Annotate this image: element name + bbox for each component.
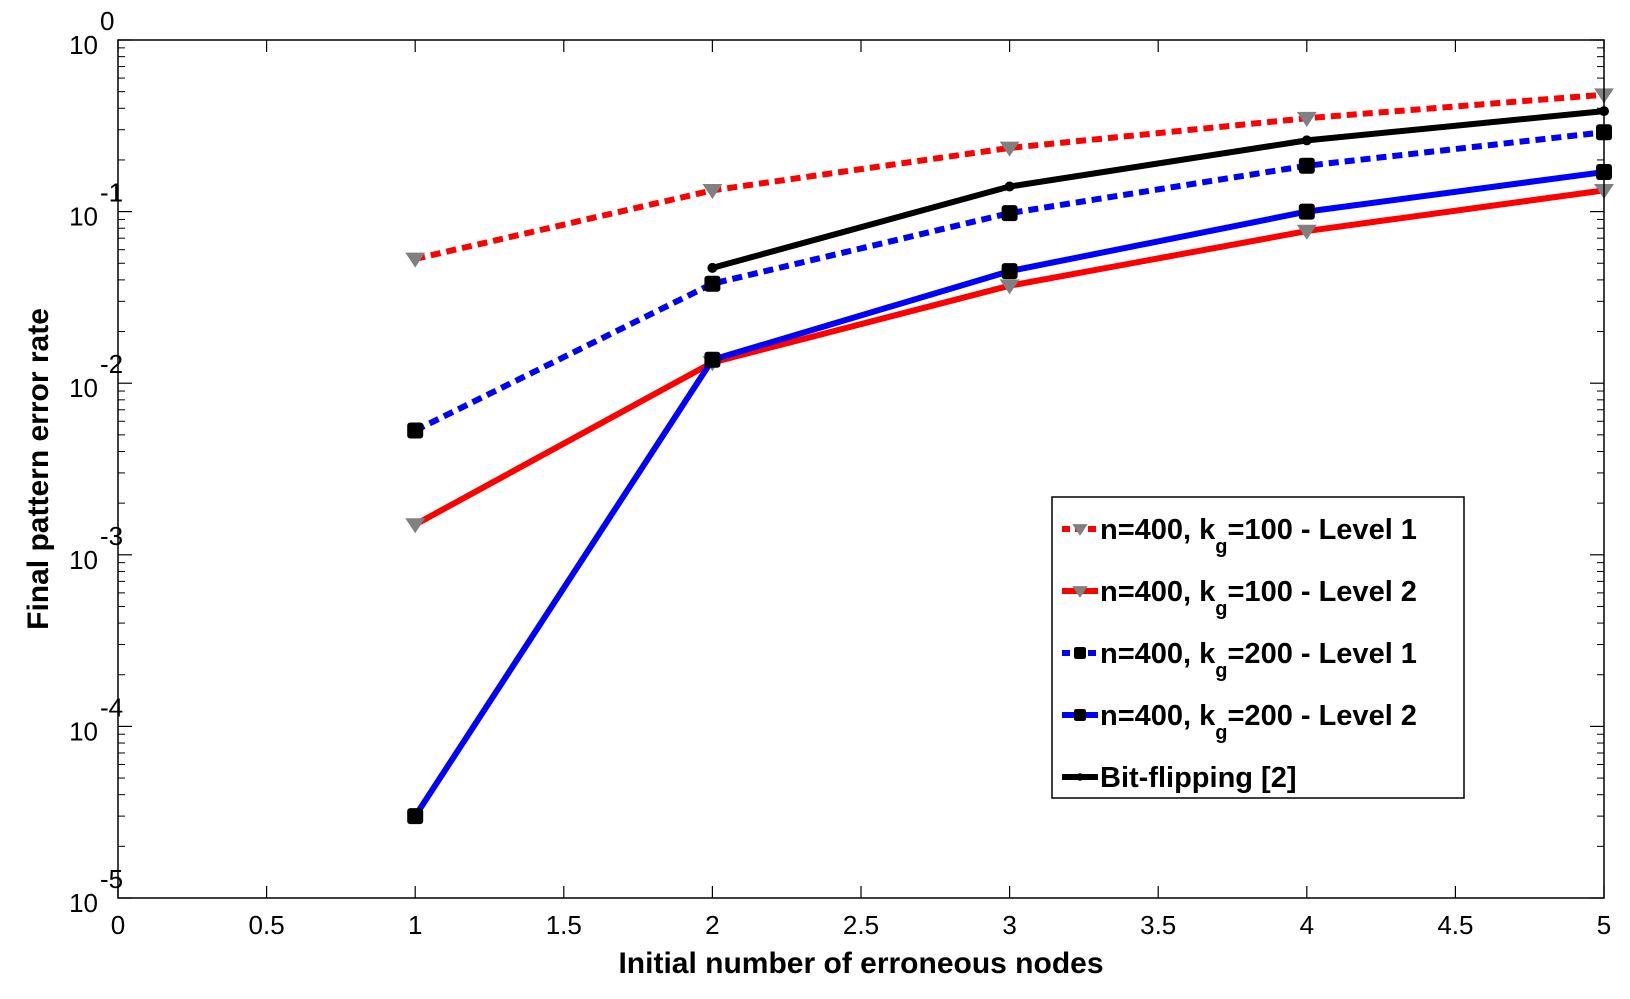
y-tick-label: 10 <box>69 202 98 232</box>
x-axis-ticks: 0 0.5 1 1.5 2 2.5 3 3.5 4 4.5 5 <box>111 910 1611 940</box>
data-point <box>1001 205 1018 222</box>
data-point <box>707 262 718 273</box>
x-axis-title: Initial number of erroneous nodes <box>618 947 1103 980</box>
data-point <box>405 252 426 268</box>
x-tick-label: 3.5 <box>1140 910 1176 940</box>
y-tick-label: 10 <box>69 888 98 918</box>
legend-box <box>1051 496 1465 799</box>
legend-label: n=400, kg=100 - Level 2 <box>1100 576 1417 620</box>
legend-entry: Bit-flipping [2] <box>1062 762 1297 794</box>
data-point <box>999 141 1020 157</box>
y-tick-label: 10 <box>69 716 98 746</box>
x-tick-label: 3 <box>1002 910 1016 940</box>
x-tick-label: 0.5 <box>249 910 285 940</box>
data-point <box>704 275 721 292</box>
data-point <box>1296 111 1317 127</box>
data-point <box>702 183 723 200</box>
series <box>407 164 1612 825</box>
data-point <box>1076 773 1084 781</box>
x-tick-label: 4 <box>1300 910 1314 940</box>
x-tick-label: 2.5 <box>843 910 879 940</box>
legend-label: Bit-flipping [2] <box>1100 762 1297 794</box>
data-point <box>1298 203 1315 220</box>
y-tick-exponent: -2 <box>100 349 123 379</box>
legend-entry: n=400, kg=200 - Level 2 <box>1062 700 1417 744</box>
legend-entry: n=400, kg=100 - Level 1 <box>1062 514 1417 558</box>
legend-entry: n=400, kg=200 - Level 1 <box>1062 638 1417 682</box>
legend-entry: n=400, kg=100 - Level 2 <box>1062 576 1417 620</box>
y-tick-label: 10 <box>69 545 98 575</box>
data-point <box>1298 157 1315 174</box>
x-tick-label: 0 <box>111 910 125 940</box>
plot-area-frame <box>117 39 1605 899</box>
x-tick-label: 2 <box>705 910 719 940</box>
data-point <box>405 518 426 534</box>
data-point <box>704 351 721 368</box>
legend-label: n=400, kg=200 - Level 2 <box>1100 700 1417 744</box>
tick-marks <box>117 39 1605 899</box>
data-point <box>1074 709 1086 721</box>
series-line <box>711 108 1605 271</box>
data-point <box>1001 263 1018 280</box>
x-tick-label: 1.5 <box>546 910 582 940</box>
data-point <box>1074 647 1086 659</box>
y-tick-exponent: 0 <box>100 6 114 36</box>
x-tick-label: 1 <box>408 910 422 940</box>
y-tick-label: 10 <box>69 373 98 403</box>
data-point <box>1004 181 1015 192</box>
legend-label: n=400, kg=200 - Level 1 <box>1100 638 1417 682</box>
y-tick-label: 10 <box>69 30 98 60</box>
y-tick-exponent: -3 <box>100 521 123 551</box>
data-point <box>407 808 424 825</box>
data-point <box>999 279 1020 295</box>
y-tick-exponent: -5 <box>100 864 123 894</box>
legend-label: n=400, kg=100 - Level 1 <box>1100 514 1417 558</box>
data-point <box>1072 586 1088 598</box>
x-tick-label: 5 <box>1597 910 1611 940</box>
legend: n=400, kg=100 - Level 1 n=400, kg=100 - L… <box>1051 496 1465 799</box>
x-tick-label: 4.5 <box>1437 910 1473 940</box>
series <box>707 106 1609 273</box>
y-tick-exponent: -4 <box>100 692 123 722</box>
data-point <box>1072 524 1088 536</box>
y-tick-exponent: -1 <box>100 178 123 208</box>
series <box>405 88 1614 268</box>
plot-series <box>405 88 1614 825</box>
y-axis-title: Final pattern error rate <box>22 308 55 630</box>
series <box>407 124 1612 439</box>
data-point <box>1296 224 1317 240</box>
data-point <box>407 422 424 439</box>
data-point <box>1301 135 1312 146</box>
